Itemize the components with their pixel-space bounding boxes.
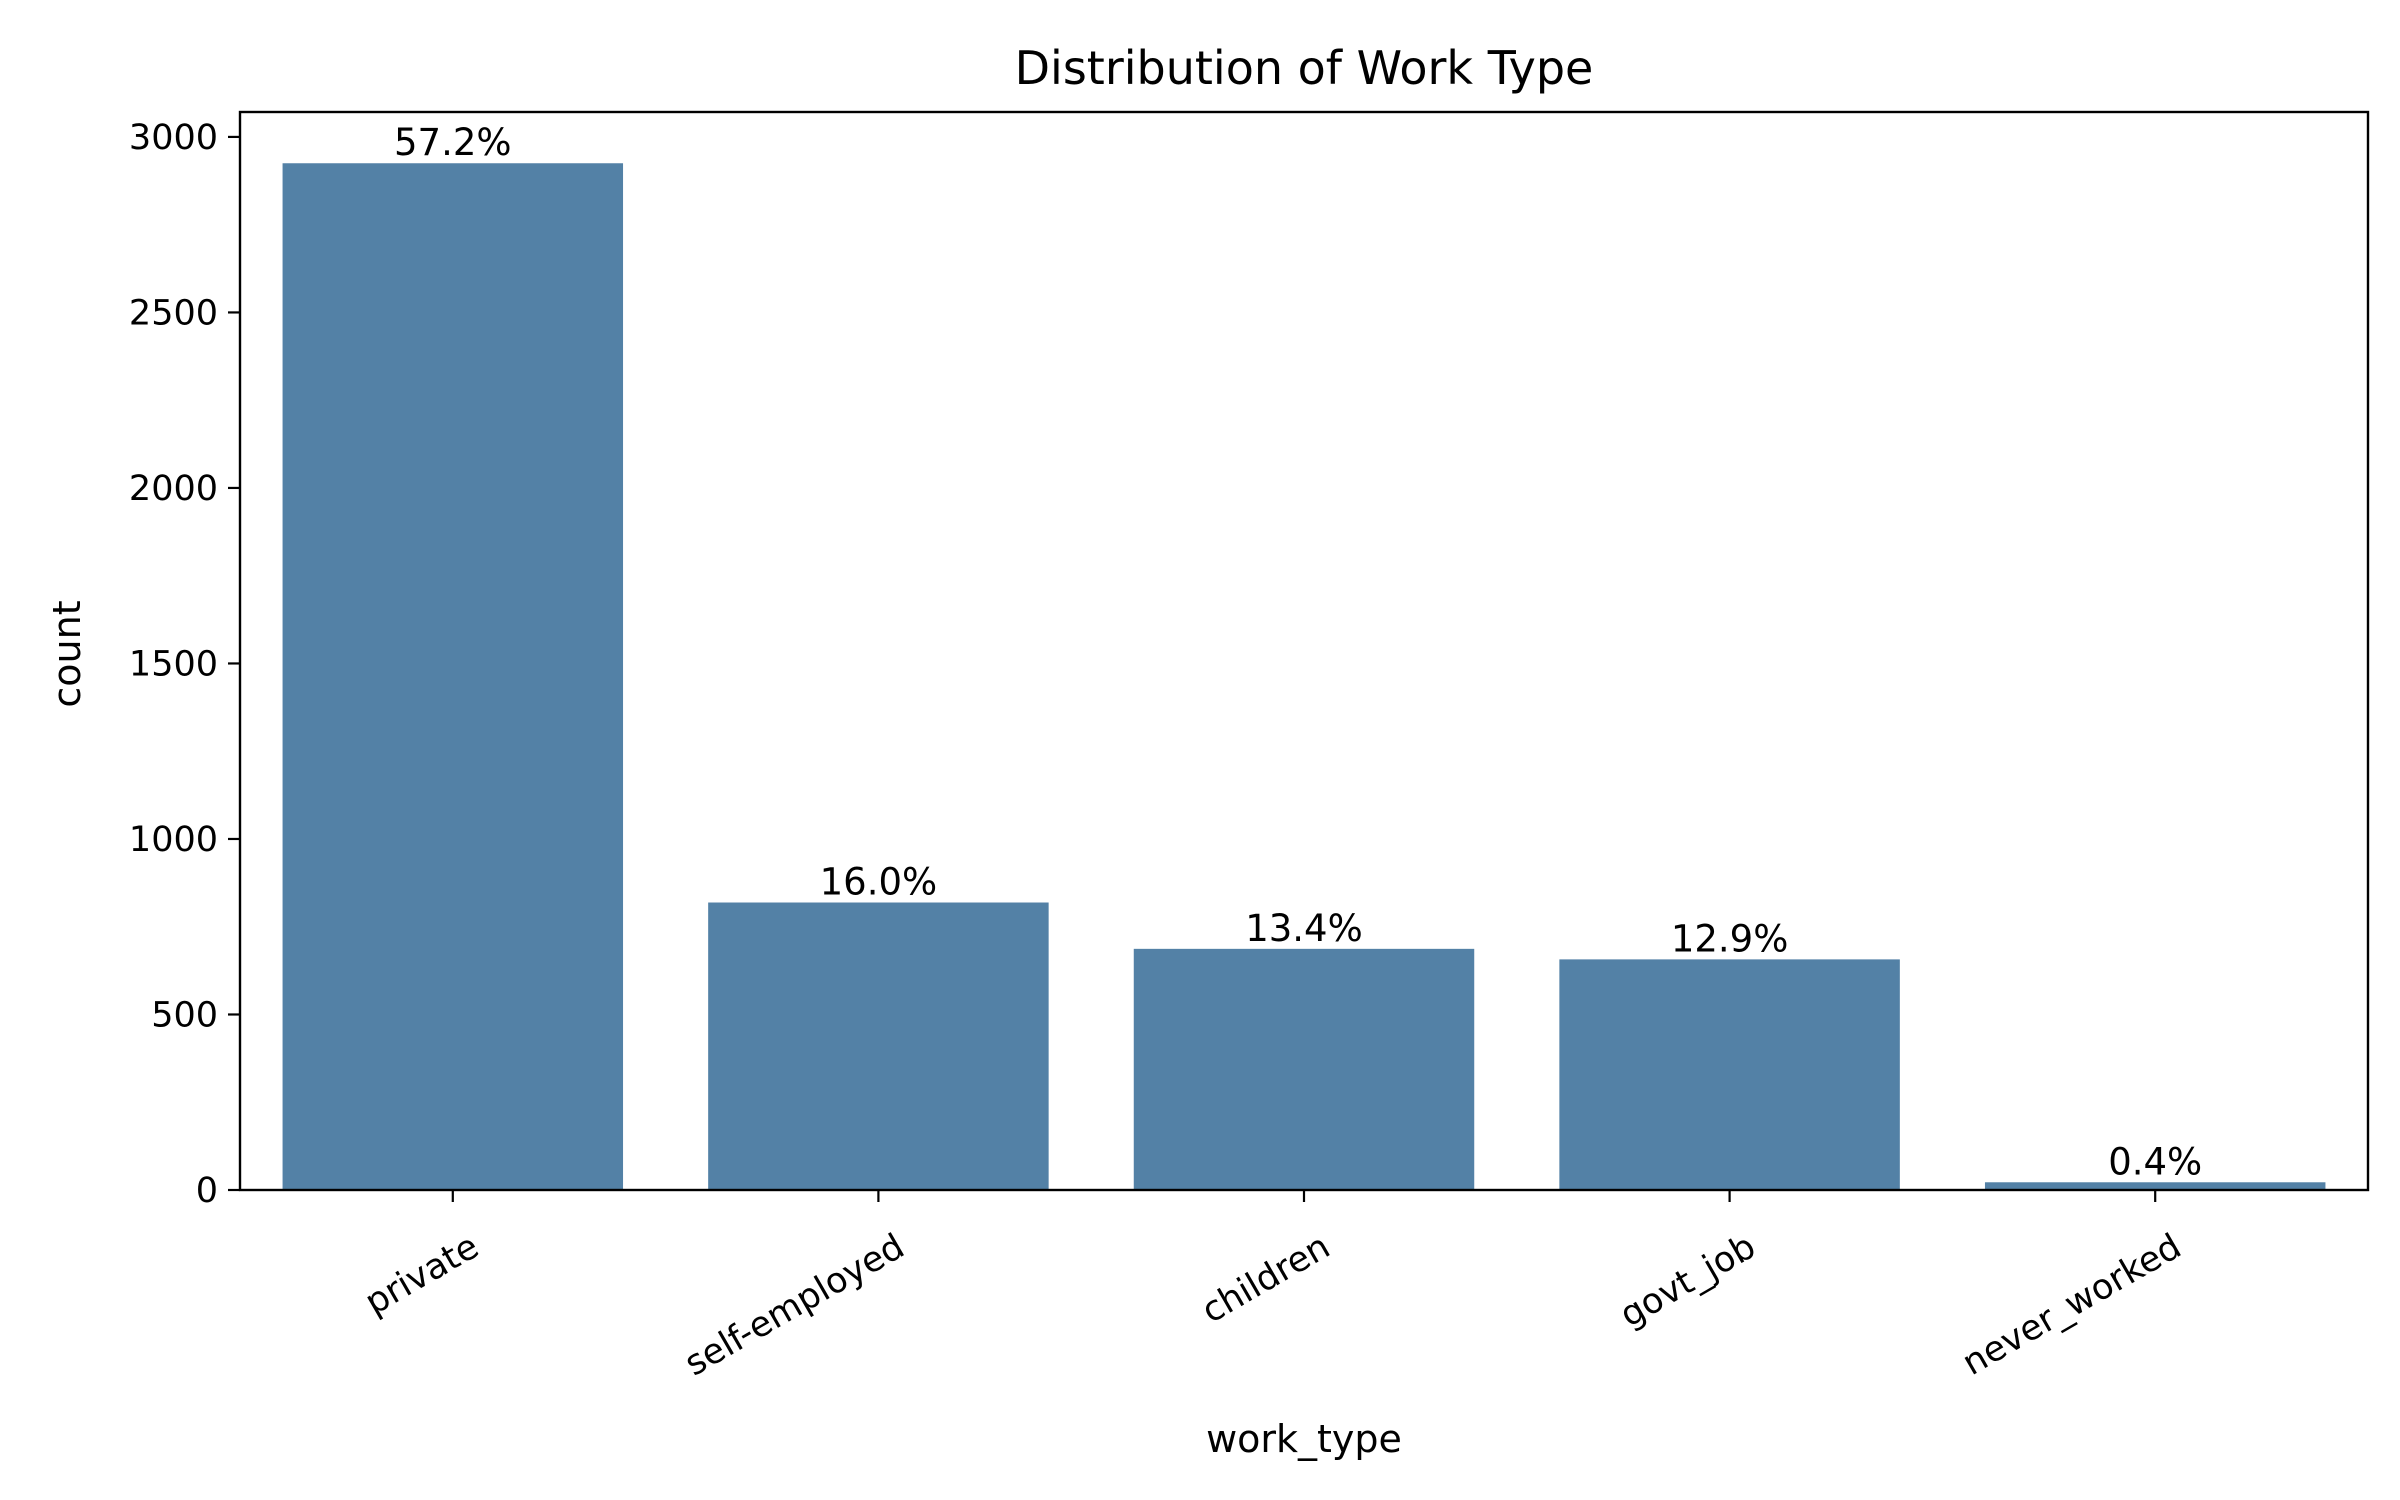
bar-private <box>282 163 624 1190</box>
y-tick-label-1500: 1500 <box>129 644 218 684</box>
data-label-govt_job: 12.9% <box>1671 917 1789 960</box>
bars-group <box>282 163 2326 1190</box>
x-tick-label-private: private <box>359 1227 486 1324</box>
y-tick-label-0: 0 <box>196 1171 218 1211</box>
y-tick-label-2500: 2500 <box>129 293 218 333</box>
data-label-private: 57.2% <box>394 121 512 164</box>
plot-frame <box>238 110 2370 1192</box>
data-labels-group: 57.2% 16.0% 13.4% 12.9% 0.4% <box>394 121 2202 1183</box>
x-tick-label-never_worked: never_worked <box>1956 1227 2188 1384</box>
bar-never_worked <box>1984 1182 2326 1190</box>
x-tick-label-govt_job: govt_job <box>1614 1227 1763 1336</box>
y-axis-label: count <box>45 600 89 707</box>
bar-self-employed <box>708 902 1049 1190</box>
data-label-never_worked: 0.4% <box>2108 1140 2202 1183</box>
y-tick-label-3000: 3000 <box>129 118 218 158</box>
x-tick-label-self-employed: self-employed <box>678 1227 911 1385</box>
x-axis-label: work_type <box>1206 1417 1402 1461</box>
x-axis: private self-employed children govt_job neve… <box>359 1190 2188 1385</box>
bar-children <box>1133 948 1475 1190</box>
chart-title: Distribution of Work Type <box>1015 41 1594 95</box>
y-tick-label-2000: 2000 <box>129 469 218 509</box>
y-axis: 0 500 1000 1500 2000 2500 3000 <box>129 118 240 1211</box>
data-label-self-employed: 16.0% <box>820 861 938 904</box>
y-tick-label-1000: 1000 <box>129 820 218 860</box>
data-label-children: 13.4% <box>1245 907 1363 950</box>
x-tick-label-children: children <box>1195 1227 1337 1332</box>
bar-govt_job <box>1559 959 1900 1190</box>
y-tick-label-500: 500 <box>151 995 218 1035</box>
